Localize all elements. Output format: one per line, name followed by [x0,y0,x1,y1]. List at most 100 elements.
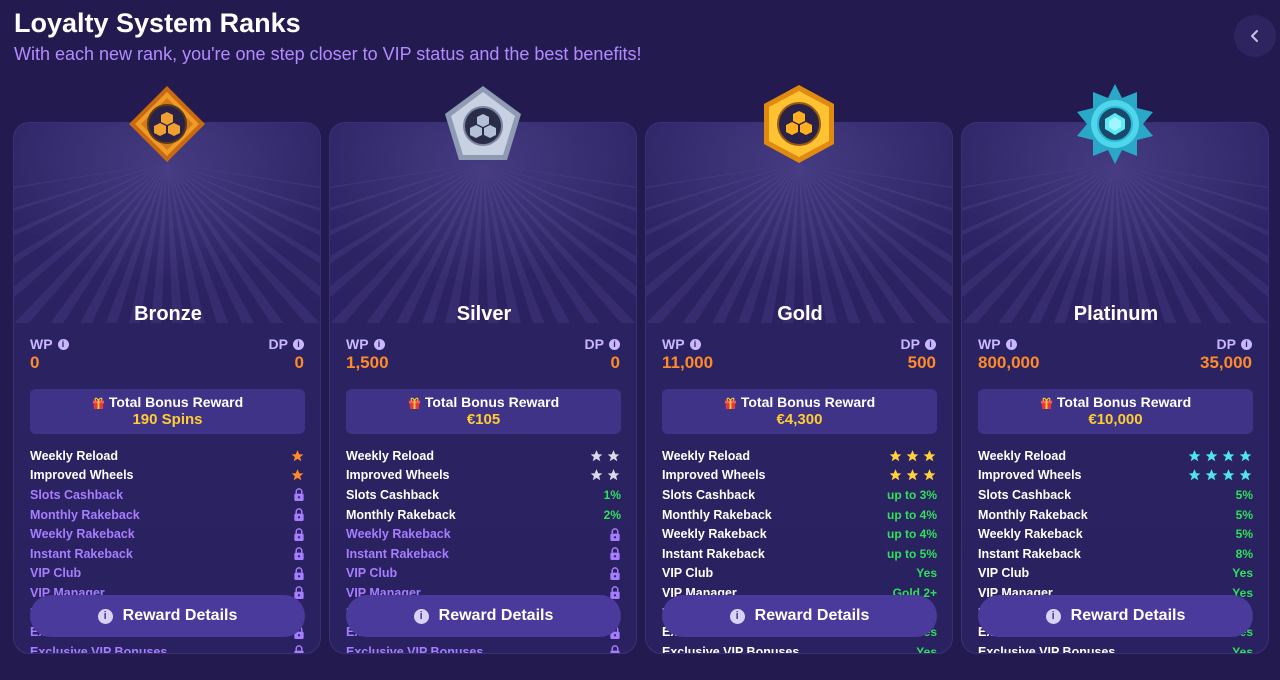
back-button[interactable] [1234,15,1276,57]
feature-status: 8% [1236,547,1253,561]
feature-label: Weekly Rakeback [30,527,135,542]
feature-value: Yes [916,566,937,581]
reward-details-label: Reward Details [438,607,554,624]
bonus-title: Total Bonus Reward [346,394,621,410]
reward-details-label: Reward Details [754,607,870,624]
dp-value: 35,000 [1200,353,1252,372]
lock-icon [610,527,620,541]
feature-status: up to 5% [887,547,937,561]
star-icon [906,449,919,462]
info-icon[interactable]: i [1241,338,1252,350]
reward-details-button[interactable]: i Reward Details [662,595,937,637]
info-icon[interactable]: i [373,338,385,350]
info-icon[interactable]: i [925,338,936,350]
info-icon[interactable]: i [293,338,304,350]
bonus-value: €10,000 [1088,411,1143,428]
lock-icon [294,645,304,653]
feature-status: Yes [1232,645,1253,653]
star-icon [607,469,620,481]
feature-row: Slots Cashback 1% [346,485,621,505]
feature-row: Monthly Rakeback 2% [346,505,621,525]
feature-value: up to 3% [887,487,937,502]
feature-status: 5% [1236,527,1253,541]
feature-row: VIP Club [346,564,621,584]
feature-status: up to 4% [887,508,937,522]
lock-icon [610,547,620,561]
dp-label-text: DP [268,336,288,352]
rank-card-bronze: Bronze WP i DP i 0 0 Total Bonus Reward … [13,122,321,654]
wp-value: 0 [30,353,40,372]
feature-label: Slots Cashback [346,487,440,502]
feature-label: Weekly Rakeback [662,527,767,542]
info-icon[interactable]: i [1005,338,1017,350]
dp-value: 500 [907,353,936,372]
rank-card-gold: Gold WP i DP i 11,000 500 Total Bonus Re… [645,122,953,654]
rank-name: Silver [456,303,512,325]
info-icon[interactable]: i [689,338,701,350]
feature-status [293,508,305,522]
feature-label: VIP Club [346,566,398,581]
feature-status: 2% [604,508,621,522]
feature-status [293,527,305,541]
feature-label: Instant Rakeback [662,546,765,561]
feature-label: Weekly Rakeback [346,527,451,542]
feature-row: Improved Wheels [346,466,621,486]
page-subtitle: With each new rank, you're one step clos… [14,44,642,64]
feature-label: Slots Cashback [30,487,124,502]
feature-row: Weekly Rakeback [30,524,305,544]
feature-row: VIP Club Yes [978,564,1253,584]
feature-status: 5% [1236,488,1253,502]
lock-icon [294,488,304,502]
feature-value: up to 4% [887,507,937,522]
feature-value: 1% [603,487,621,502]
feature-label: Improved Wheels [346,468,450,483]
feature-label: Instant Rakeback [346,546,449,561]
feature-value: 5% [1235,487,1253,502]
feature-label: Exclusive VIP Bonuses [30,644,168,654]
info-icon: i [729,608,745,624]
bonus-title: Total Bonus Reward [30,394,305,410]
feature-row: Monthly Rakeback 5% [978,505,1253,525]
info-icon[interactable]: i [609,338,620,350]
total-bonus-box: Total Bonus Reward 190 Spins [30,389,305,434]
feature-label: Exclusive VIP Bonuses [978,644,1116,654]
reward-details-button[interactable]: i Reward Details [346,595,621,637]
feature-value: 5% [1235,507,1253,522]
star-icon [1222,469,1235,481]
dp-value: 0 [294,353,304,372]
feature-row: Instant Rakeback 8% [978,544,1253,564]
gift-icon [92,397,104,409]
feature-status: up to 4% [887,527,937,541]
star-icon [291,469,304,481]
feature-status [609,586,621,600]
star-icon [607,449,620,462]
info-icon[interactable]: i [57,338,69,350]
gold-hexagon-badge-icon [759,84,839,164]
bonus-title: Total Bonus Reward [978,394,1253,410]
bonus-value: €4,300 [776,411,823,428]
info-icon: i [1045,608,1061,624]
wp-value: 1,500 [346,353,389,372]
feature-value: up to 5% [887,546,937,561]
feature-label: Exclusive VIP Bonuses [346,644,484,654]
dp-label: DP i [585,336,620,352]
feature-row: VIP Club Yes [662,564,937,584]
wp-label: WP i [662,336,701,352]
feature-status [290,449,305,463]
reward-details-button[interactable]: i Reward Details [978,595,1253,637]
star-icon [1222,449,1235,462]
lock-icon [610,567,620,580]
bonus-title-text: Total Bonus Reward [424,394,560,410]
bonus-title: Total Bonus Reward [662,394,937,410]
star-icon [923,469,936,481]
feature-row: Exclusive VIP Bonuses [30,642,305,654]
reward-details-label: Reward Details [1070,607,1186,624]
feature-label: Improved Wheels [662,468,766,483]
feature-status: 5% [1236,508,1253,522]
reward-details-button[interactable]: i Reward Details [30,595,305,637]
gift-icon [408,397,420,409]
feature-value: 8% [1235,546,1253,561]
star-icon [906,469,919,481]
lock-icon [294,567,304,580]
dp-label: DP i [901,336,936,352]
